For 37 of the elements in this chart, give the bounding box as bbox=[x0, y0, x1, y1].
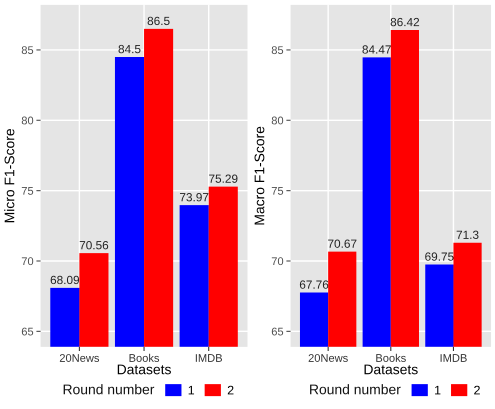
x-tick-label: Books bbox=[130, 354, 160, 362]
y-tick-label: 85 bbox=[22, 46, 34, 54]
data-label: 75.29 bbox=[209, 174, 238, 183]
data-label: 84.47 bbox=[362, 45, 391, 54]
y-tick-label: 65 bbox=[272, 328, 284, 336]
x-tick-label: 20News bbox=[60, 354, 100, 362]
legend-label: 2 bbox=[474, 386, 480, 394]
y-tick-label: 75 bbox=[272, 187, 284, 195]
legend-label: 1 bbox=[188, 386, 194, 394]
x-axis-title: Datasets bbox=[118, 364, 171, 374]
legend-label: 1 bbox=[435, 386, 440, 394]
y-tick-label: 65 bbox=[22, 328, 34, 336]
x-tick-label: IMDB bbox=[196, 354, 222, 362]
data-label: 69.75 bbox=[425, 252, 454, 261]
x-tick-label: 20News bbox=[308, 354, 348, 362]
x-axis-title: Datasets bbox=[364, 364, 418, 374]
y-tick-label: 75 bbox=[22, 187, 34, 195]
x-tick-label: IMDB bbox=[440, 354, 467, 362]
data-label: 68.09 bbox=[50, 276, 80, 284]
legend-title: Round number bbox=[64, 384, 154, 394]
y-tick-label: 85 bbox=[272, 46, 284, 54]
data-label: 73.97 bbox=[180, 193, 208, 202]
data-label: 71.3 bbox=[456, 230, 479, 239]
data-label: 84.5 bbox=[118, 44, 140, 54]
y-axis-title: Macro F1-Score bbox=[254, 126, 264, 225]
y-tick-label: 80 bbox=[22, 116, 34, 124]
y-tick-label: 70 bbox=[272, 257, 284, 266]
x-tick-label: Books bbox=[376, 354, 406, 362]
data-label: 70.67 bbox=[328, 239, 356, 248]
data-label: 86.42 bbox=[390, 18, 420, 26]
y-tick-label: 80 bbox=[272, 116, 284, 124]
data-label: 70.56 bbox=[80, 241, 108, 250]
legend-title: Round number bbox=[310, 384, 401, 394]
data-label: 86.5 bbox=[148, 16, 170, 26]
y-tick-label: 70 bbox=[22, 257, 34, 266]
y-axis-title: Micro F1-Score bbox=[4, 129, 14, 222]
legend-label: 2 bbox=[228, 386, 234, 394]
